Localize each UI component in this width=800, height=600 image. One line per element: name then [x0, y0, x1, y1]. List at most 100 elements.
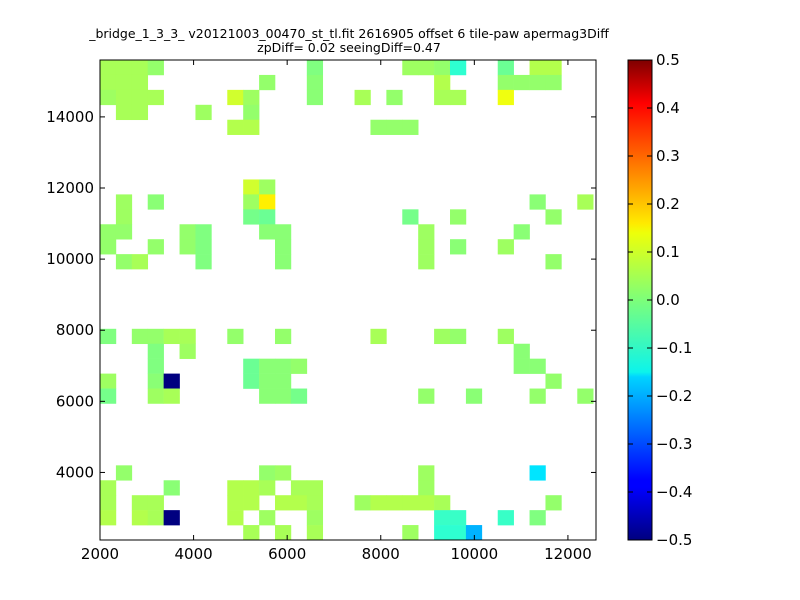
heatmap-cell [100, 328, 117, 345]
heatmap-cell [545, 209, 562, 225]
heatmap-cell [545, 60, 562, 76]
heatmap-cell [577, 194, 594, 210]
heatmap-cell [418, 60, 435, 76]
heatmap-cell [243, 209, 260, 225]
heatmap-cell [306, 480, 324, 496]
heatmap-cell [259, 465, 276, 481]
heatmap-cell [115, 60, 133, 76]
heatmap-cell [131, 328, 149, 345]
heatmap-cell [147, 239, 164, 255]
heatmap-cell [306, 74, 324, 91]
heatmap-cell [370, 328, 387, 345]
heatmap-cell [227, 328, 244, 345]
heatmap-cell [386, 89, 403, 106]
heatmap-cell [163, 510, 180, 526]
colorbar-tick-label: −0.3 [656, 435, 692, 453]
heatmap-cell [450, 209, 467, 225]
heatmap-cell [115, 104, 133, 121]
heatmap-cell [386, 119, 403, 135]
y-tick-label: 12000 [46, 179, 94, 197]
heatmap-cell [450, 89, 467, 106]
heatmap-cell [402, 495, 419, 511]
heatmap-cell [275, 525, 292, 541]
heatmap-cell [179, 343, 196, 359]
heatmap-cell [147, 89, 164, 106]
heatmap-cell [418, 495, 435, 511]
heatmap-cell [402, 525, 419, 541]
heatmap-cell [115, 209, 133, 225]
heatmap-cell [306, 510, 324, 526]
heatmap-cell [275, 465, 292, 481]
heatmap-cell [465, 525, 483, 541]
heatmap-cell [179, 239, 196, 255]
heatmap-cell [147, 194, 164, 210]
plot-frame [99, 59, 597, 541]
heatmap-cell [513, 224, 530, 240]
heatmap-cell [434, 74, 451, 91]
heatmap-cell [147, 343, 164, 359]
heatmap-cell [243, 358, 260, 374]
heatmap-cell [497, 60, 514, 76]
y-tick-label: 8000 [56, 321, 94, 339]
heatmap-cell [147, 373, 164, 389]
heatmap-cell [529, 60, 546, 76]
heatmap-cell [497, 328, 514, 345]
heatmap-cell [290, 388, 308, 404]
heatmap-cell [259, 179, 276, 195]
heatmap-cell [163, 480, 180, 496]
heatmap-cell [529, 74, 546, 91]
x-tick-label: 6000 [268, 545, 306, 563]
heatmap-cell [290, 480, 308, 496]
colorbar-tick-label: −0.2 [656, 387, 692, 405]
heatmap-cell [545, 74, 562, 91]
heatmap-cell [147, 328, 164, 345]
heatmap-cell [497, 239, 514, 255]
x-tick-label: 4000 [174, 545, 212, 563]
heatmap-cell [100, 224, 117, 240]
y-tick-label: 10000 [46, 250, 94, 268]
x-axis: 2000 4000 6000 8000 10000 12000 [81, 60, 592, 563]
heatmap-cell [306, 525, 324, 541]
heatmap-cell [195, 254, 212, 270]
colorbar-tick-label: 0.2 [656, 195, 680, 213]
chart-title-line-1: _bridge_1_3_3_ v20121003_00470_st_tl.fit… [88, 26, 609, 41]
heatmap-cell [243, 495, 260, 511]
heatmap-cell [100, 373, 117, 389]
heatmap-cell [450, 525, 467, 541]
heatmap-cell [465, 388, 483, 404]
heatmap-cell [275, 358, 292, 374]
heatmap-cell [529, 465, 546, 481]
heatmap-cell [115, 194, 133, 210]
heatmap-cell [147, 510, 164, 526]
y-axis: 4000 6000 8000 10000 12000 14000 [46, 108, 596, 481]
heatmap-cell [243, 89, 260, 106]
heatmap-cell [529, 388, 546, 404]
heatmap-cell [115, 465, 133, 481]
heatmap-cell [243, 104, 260, 121]
heatmap-cell [100, 74, 117, 91]
heatmap-cell [354, 495, 371, 511]
heatmap-cell [434, 328, 451, 345]
heatmap-cell [259, 373, 276, 389]
heatmap-cell [402, 119, 419, 135]
x-tick-label: 10000 [450, 545, 498, 563]
heatmap-cell [418, 480, 435, 496]
heatmap-cell [243, 194, 260, 210]
colorbar-ticks: 0.5 0.4 0.3 0.2 0.1 0.0 −0.1 −0.2 −0.3 −0.4 −0.5 [628, 51, 692, 549]
heatmap-cell [163, 373, 180, 389]
colorbar-tick-label: −0.4 [656, 483, 692, 501]
heatmap-cell [370, 495, 387, 511]
heatmap-cell [450, 239, 467, 255]
heatmap-cell [100, 495, 117, 511]
y-tick-label: 14000 [46, 108, 94, 126]
heatmap-cell [115, 224, 133, 240]
heatmap-cell [275, 388, 292, 404]
heatmap-cell [370, 119, 387, 135]
heatmap-cell [354, 89, 371, 106]
heatmap-cell [195, 104, 212, 121]
heatmap-cell [529, 510, 546, 526]
heatmap-cell [418, 224, 435, 240]
heatmap-cell [100, 239, 117, 255]
heatmap-cell [259, 224, 276, 240]
